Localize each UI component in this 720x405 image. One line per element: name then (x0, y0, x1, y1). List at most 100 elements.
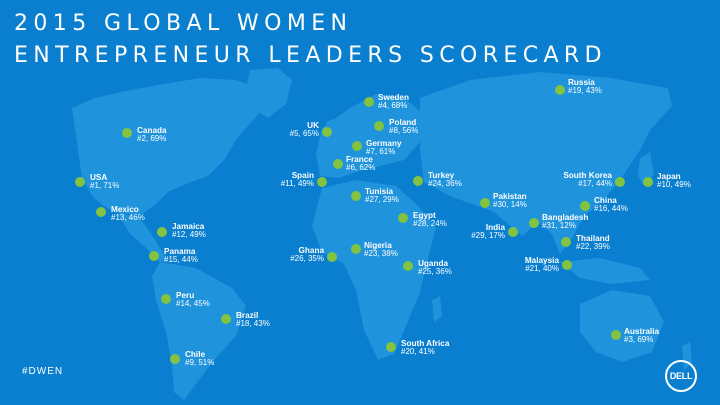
central-america-landmass (118, 214, 168, 262)
marker-label: Brazil #18, 43% (236, 311, 270, 329)
country-stat: #1, 71% (90, 181, 120, 191)
country-stat: #13, 46% (111, 213, 145, 223)
country-stat: #7, 61% (366, 147, 396, 157)
country-stat: #15, 44% (164, 255, 198, 265)
country-name: USA (90, 173, 108, 182)
country-stat: #14, 45% (176, 299, 210, 309)
country-name: Egypt (413, 211, 436, 220)
marker-label: Chile #9, 51% (185, 350, 214, 368)
country-name: Australia (624, 327, 660, 336)
country-stat: #11, 49% (280, 179, 314, 189)
marker-label: Peru #14, 45% (176, 291, 210, 309)
country-name: Pakistan (493, 192, 527, 201)
marker-label: Turkey #24, 36% (428, 171, 462, 189)
country-name: Panama (164, 247, 196, 256)
marker-label: USA #1, 71% (90, 173, 119, 191)
africa-landmass (312, 180, 436, 360)
marker-dot-icon (413, 176, 423, 186)
country-stat: #22, 39% (576, 242, 610, 252)
country-name: Spain (291, 171, 314, 180)
hashtag-label: #DWEN (22, 366, 64, 377)
country-name: Turkey (428, 171, 455, 180)
country-name: Japan (657, 172, 681, 181)
country-stat: #12, 49% (172, 230, 206, 240)
marker-dot-icon (398, 213, 408, 223)
marker-dot-icon (149, 251, 159, 261)
marker-dot-icon (562, 260, 572, 270)
greenland-landmass (246, 68, 292, 118)
marker-dot-icon (508, 227, 518, 237)
marker-dot-icon (561, 237, 571, 247)
country-stat: #4, 68% (378, 101, 408, 111)
country-name: Nigeria (364, 241, 392, 250)
marker-dot-icon (555, 85, 565, 95)
country-stat: #31, 12% (542, 221, 576, 231)
marker-label: Malaysia #21, 40% (525, 256, 559, 274)
country-stat: #3, 69% (624, 335, 654, 345)
marker-dot-icon (333, 159, 343, 169)
marker-dot-icon (386, 342, 396, 352)
country-stat: #23, 38% (364, 249, 398, 259)
marker-label: Jamaica #12, 49% (172, 222, 206, 240)
marker-dot-icon (317, 177, 327, 187)
marker-label: Sweden #4, 68% (378, 93, 409, 111)
country-stat: #26, 35% (290, 254, 324, 264)
marker-dot-icon (352, 141, 362, 151)
title-line-2: ENTREPRENEUR LEADERS SCORECARD (14, 43, 607, 68)
marker-label: Thailand #22, 39% (576, 234, 610, 252)
country-stat: #8, 56% (389, 126, 419, 136)
marker-label: Ghana #26, 35% (290, 246, 324, 264)
country-stat: #2, 69% (137, 134, 167, 144)
marker-dot-icon (96, 207, 106, 217)
country-name: Peru (176, 291, 195, 300)
country-name: Malaysia (524, 256, 559, 265)
marker-label: France #6, 62% (346, 155, 375, 173)
country-name: Mexico (111, 205, 139, 214)
country-name: Uganda (418, 259, 449, 268)
marker-label: Spain #11, 49% (281, 171, 314, 189)
marker-dot-icon (322, 127, 332, 137)
country-stat: #24, 36% (428, 179, 462, 189)
marker-dot-icon (580, 201, 590, 211)
country-name: Brazil (236, 311, 259, 320)
marker-label: Germany #7, 61% (366, 139, 402, 157)
marker-label: South Africa #20, 41% (401, 339, 449, 357)
country-name: Germany (366, 139, 402, 148)
marker-label: Canada #2, 69% (137, 126, 167, 144)
marker-label: Tunisia #27, 29% (365, 187, 399, 205)
marker-dot-icon (480, 198, 490, 208)
marker-dot-icon (364, 97, 374, 107)
marker-label: China #16, 44% (594, 196, 628, 214)
country-name: Canada (137, 126, 167, 135)
marker-dot-icon (221, 314, 231, 324)
country-stat: #29, 17% (471, 231, 505, 241)
marker-label: UK #5, 65% (290, 121, 319, 139)
country-name: South Africa (401, 339, 450, 348)
country-stat: #6, 62% (346, 163, 376, 173)
country-stat: #19, 43% (568, 86, 602, 96)
country-name: Sweden (378, 93, 409, 102)
europe-landmass (316, 94, 424, 178)
marker-label: Japan #10, 49% (657, 172, 691, 190)
country-name: Tunisia (365, 187, 394, 196)
country-name: Ghana (298, 246, 324, 255)
country-name: UK (307, 121, 319, 130)
marker-dot-icon (122, 128, 132, 138)
marker-label: Australia #3, 69% (624, 327, 659, 345)
dell-logo-icon: DELL (665, 360, 697, 392)
country-name: Thailand (576, 234, 610, 243)
country-stat: #25, 36% (418, 267, 452, 277)
marker-dot-icon (615, 177, 625, 187)
marker-dot-icon (157, 227, 167, 237)
country-stat: #20, 41% (401, 347, 435, 357)
marker-label: Egypt #28, 24% (413, 211, 447, 229)
asia-landmass (420, 72, 672, 254)
country-name: China (594, 196, 617, 205)
marker-dot-icon (161, 294, 171, 304)
marker-dot-icon (374, 121, 384, 131)
marker-label: Uganda #25, 36% (418, 259, 452, 277)
marker-dot-icon (351, 244, 361, 254)
north-america-landmass (72, 78, 262, 214)
